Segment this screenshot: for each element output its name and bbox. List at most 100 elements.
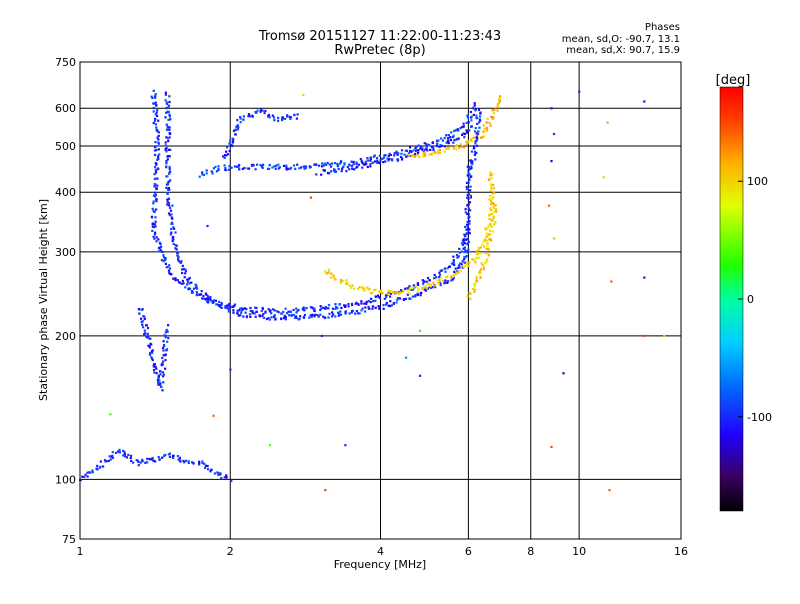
trace-point xyxy=(283,117,286,120)
trace-point xyxy=(248,115,251,118)
trace-point xyxy=(206,468,210,471)
trace-point xyxy=(473,136,476,139)
trace-point xyxy=(484,252,487,255)
trace-point xyxy=(490,176,493,179)
trace-point xyxy=(324,306,327,309)
trace-point xyxy=(466,114,469,117)
trace-point xyxy=(201,173,204,176)
trace-point xyxy=(213,472,216,475)
trace-point xyxy=(220,306,223,309)
trace-point xyxy=(421,147,424,150)
trace-point xyxy=(414,147,417,150)
trace-point xyxy=(375,157,379,160)
trace-point xyxy=(123,450,126,453)
trace-point xyxy=(338,312,341,315)
trace-point xyxy=(173,227,176,230)
trace-point xyxy=(455,253,459,257)
trace-point xyxy=(436,145,439,148)
trace-point xyxy=(377,294,380,297)
scatter-point xyxy=(610,280,613,283)
trace-point xyxy=(400,152,403,155)
trace-point xyxy=(187,287,191,290)
trace-point xyxy=(201,171,204,174)
trace-point xyxy=(155,162,158,166)
trace-point xyxy=(416,289,420,292)
trace-point xyxy=(280,312,283,315)
trace-point xyxy=(497,103,500,106)
trace-point xyxy=(344,304,347,307)
trace-point xyxy=(220,301,223,305)
trace-point xyxy=(205,293,208,296)
trace-point xyxy=(154,145,158,148)
trace-point xyxy=(384,154,387,157)
trace-point xyxy=(388,305,392,308)
trace-point xyxy=(422,151,425,155)
trace-point xyxy=(378,307,381,310)
scatter-point xyxy=(550,160,553,163)
trace-point xyxy=(323,164,326,167)
trace-point xyxy=(490,200,493,203)
trace-point xyxy=(484,238,487,241)
trace-point xyxy=(168,132,171,135)
trace-point xyxy=(414,153,417,156)
trace-point xyxy=(396,153,399,156)
trace-point xyxy=(467,166,471,169)
trace-point xyxy=(344,311,347,314)
trace-point xyxy=(99,460,102,463)
trace-point xyxy=(393,154,396,157)
trace-point xyxy=(475,280,478,283)
trace-point xyxy=(353,287,356,290)
trace-point xyxy=(486,242,489,245)
trace-point xyxy=(489,195,492,198)
trace-point xyxy=(480,252,483,255)
trace-point xyxy=(241,167,244,170)
trace-point xyxy=(389,300,392,303)
trace-point xyxy=(465,141,468,144)
trace-point xyxy=(284,316,287,319)
trace-point xyxy=(175,244,178,247)
trace-point xyxy=(155,372,158,375)
trace-point xyxy=(182,459,185,462)
trace-point xyxy=(165,101,168,104)
trace-point xyxy=(330,165,333,168)
trace-point xyxy=(295,311,298,314)
trace-point xyxy=(412,154,415,157)
y-tick-label: 600 xyxy=(55,102,76,115)
trace-point xyxy=(474,261,477,264)
trace-point xyxy=(157,119,160,122)
trace-point xyxy=(444,279,447,282)
trace-point xyxy=(365,300,368,303)
trace-point xyxy=(438,151,442,154)
trace-point xyxy=(302,308,305,311)
x-tick-label: 16 xyxy=(674,545,688,558)
trace-point xyxy=(438,279,441,282)
trace-point xyxy=(232,311,235,314)
trace-point xyxy=(313,163,316,166)
trace-point xyxy=(236,124,239,127)
trace-point xyxy=(357,312,360,315)
trace-point xyxy=(374,295,377,298)
trace-point xyxy=(348,164,351,167)
trace-point xyxy=(151,357,154,360)
trace-point xyxy=(452,134,455,137)
trace-point xyxy=(470,166,473,170)
trace-point xyxy=(218,300,221,303)
trace-point xyxy=(181,268,184,271)
trace-point xyxy=(369,159,372,162)
trace-point xyxy=(182,282,185,285)
trace-point xyxy=(284,307,287,310)
x-tick-label: 6 xyxy=(465,545,472,558)
trace-point xyxy=(186,283,189,286)
trace-point xyxy=(437,139,440,142)
trace-point xyxy=(187,461,190,464)
trace-point xyxy=(157,238,160,241)
y-tick-label: 500 xyxy=(55,140,76,153)
trace-point xyxy=(434,286,437,289)
trace-point xyxy=(184,268,187,271)
trace-point xyxy=(340,159,343,163)
trace-point xyxy=(205,172,208,175)
trace-point xyxy=(370,297,373,300)
trace-point xyxy=(167,187,170,190)
trace-point xyxy=(486,260,489,263)
trace-point xyxy=(226,146,229,149)
